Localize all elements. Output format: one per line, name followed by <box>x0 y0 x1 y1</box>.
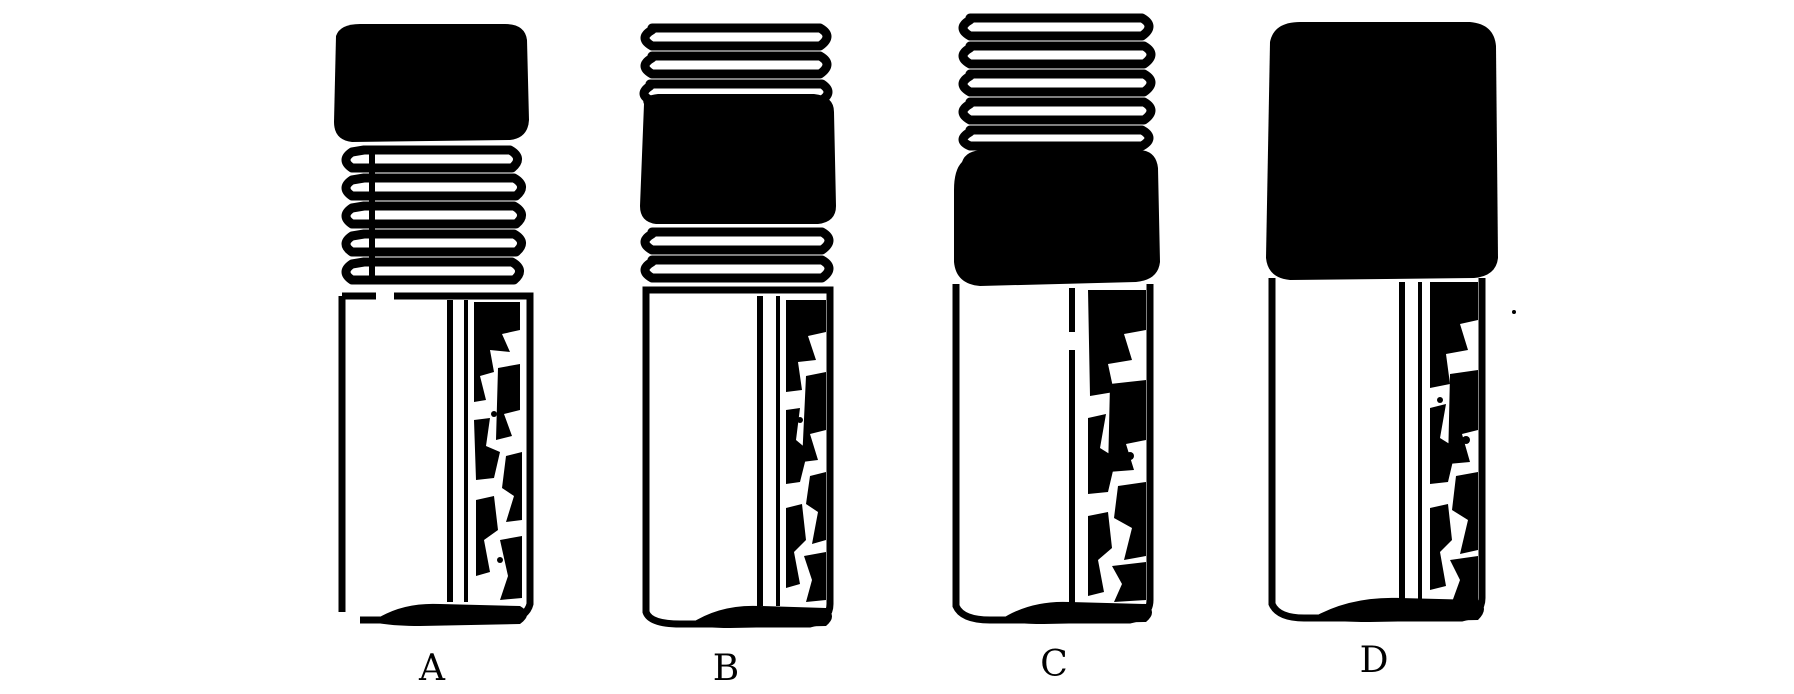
ink-speck <box>1512 310 1516 314</box>
part-b: B <box>639 23 836 689</box>
part-c: C <box>952 13 1160 685</box>
part-d-texture <box>1430 282 1478 602</box>
part-a-texture <box>474 302 522 600</box>
part-d-base-shadow <box>1312 597 1484 622</box>
part-c-dark-band <box>954 150 1160 286</box>
part-c-texture <box>1088 290 1146 602</box>
part-a-label: A <box>418 648 446 689</box>
part-c-top-threads <box>958 13 1156 151</box>
part-a: A <box>334 24 534 689</box>
part-d: D <box>1266 22 1498 681</box>
part-b-dark-band <box>640 94 836 224</box>
part-b-texture <box>786 300 826 602</box>
part-a-base-shadow <box>372 603 527 626</box>
part-c-label: C <box>1040 644 1068 685</box>
part-d-label: D <box>1360 640 1389 681</box>
part-b-base-shadow <box>690 605 832 628</box>
part-b-label: B <box>713 648 739 689</box>
part-a-threads <box>341 145 526 285</box>
part-a-gap <box>376 290 394 300</box>
part-c-base-shadow <box>1000 601 1152 624</box>
part-a-dark-cap <box>334 24 529 142</box>
part-d-dark-cap <box>1266 22 1498 280</box>
part-b-bottom-threads <box>640 227 834 283</box>
part-b-top-threads <box>639 23 833 105</box>
